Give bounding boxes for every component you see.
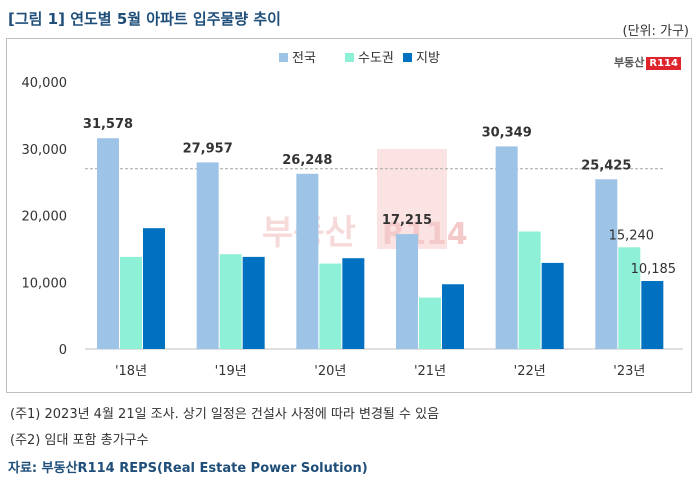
bar-수도권 — [319, 263, 342, 349]
bar-전국 — [495, 146, 518, 349]
chart-frame: 부동산R114 0 10,000 20,000 30,000 40,000 전국 수도권 지방 '… — [6, 38, 692, 393]
x-tick-label: '19년 — [215, 364, 247, 379]
bar-지방 — [242, 256, 265, 349]
y-tick-label: 40,000 — [22, 76, 68, 91]
y-tick-label: 20,000 — [22, 210, 68, 225]
legend-swatch — [279, 53, 288, 62]
data-label-전국: 25,425 — [581, 158, 631, 173]
brand-logo-text: 부동산 — [614, 56, 645, 69]
legend-label: 전국 — [292, 51, 316, 66]
data-label-전국: 17,215 — [382, 213, 432, 228]
bar-전국 — [97, 138, 119, 349]
data-label-지방: 10,185 — [631, 262, 677, 277]
y-tick-label: 30,000 — [22, 143, 68, 158]
bar-지방 — [641, 281, 664, 349]
legend-label: 지방 — [416, 51, 440, 66]
data-label-수도권: 15,240 — [609, 228, 655, 243]
bar-전국 — [595, 179, 618, 349]
source-line: 자료: 부동산R114 REPS(Real Estate Power Solut… — [8, 461, 368, 476]
bar-수도권 — [618, 247, 641, 349]
bar-전국 — [396, 234, 418, 349]
data-label-전국: 30,349 — [482, 125, 532, 140]
bar-수도권 — [120, 256, 142, 349]
unit-label: (단위: 가구) — [622, 24, 690, 39]
legend-label: 수도권 — [358, 51, 394, 66]
x-tick-label: '22년 — [514, 364, 546, 379]
brand-logo: 부동산 R114 — [614, 54, 681, 70]
bar-지방 — [541, 262, 564, 349]
bar-전국 — [196, 162, 219, 349]
bar-지방 — [442, 284, 464, 349]
legend-swatch — [403, 53, 412, 62]
bar-수도권 — [518, 231, 541, 349]
footnote-2: (주2) 임대 포함 총가구수 — [10, 433, 149, 448]
bar-지방 — [342, 258, 365, 349]
data-label-전국: 26,248 — [282, 153, 332, 168]
y-tick-label: 0 — [59, 343, 67, 358]
data-label-전국: 31,578 — [83, 117, 133, 132]
x-tick-label: '18년 — [115, 364, 147, 379]
y-tick-label: 10,000 — [22, 276, 68, 291]
bar-지방 — [143, 228, 165, 349]
watermark-badge-box — [377, 149, 447, 249]
brand-logo-badge: R114 — [646, 57, 681, 70]
bar-전국 — [296, 173, 319, 349]
data-label-전국: 27,957 — [183, 141, 233, 156]
x-tick-label: '20년 — [314, 364, 346, 379]
bar-수도권 — [419, 297, 441, 349]
bar-chart: 부동산R114 0 10,000 20,000 30,000 40,000 전국 수도권 지방 '… — [22, 51, 683, 379]
footnote-1: (주1) 2023년 4월 21일 조사. 상기 일정은 건설사 사정에 따라 … — [10, 407, 440, 422]
figure-title: [그림 1] 연도별 5월 아파트 입주물량 추이 — [8, 10, 281, 28]
x-tick-label: '23년 — [613, 364, 645, 379]
legend-swatch — [345, 53, 354, 62]
x-tick-label: '21년 — [414, 364, 446, 379]
bar-수도권 — [219, 254, 242, 349]
